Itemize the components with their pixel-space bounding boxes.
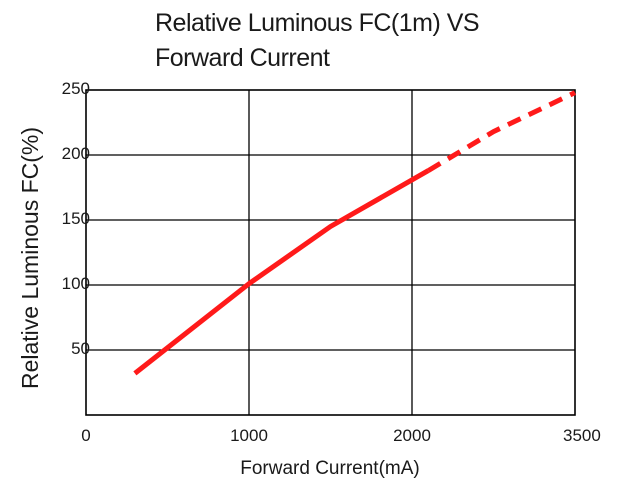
series-line-extrapolated (427, 90, 577, 173)
plot-frame (85, 89, 576, 416)
x-tick-label: 0 (81, 426, 90, 445)
chart-title-line-2: Forward Current (155, 44, 330, 72)
chart-title-line-1: Relative Luminous FC(1m) VS (155, 9, 480, 37)
y-tick-label: 200 (62, 144, 90, 163)
series-line (133, 168, 430, 376)
x-tick-label: 3500 (563, 426, 601, 445)
y-tick-label: 250 (62, 79, 90, 98)
x-tick-label: 1000 (230, 426, 268, 445)
x-tick-label: 2000 (393, 426, 431, 445)
x-axis-label: Forward Current(mA) (240, 458, 419, 479)
y-tick-label: 150 (62, 209, 90, 228)
y-tick-label: 100 (62, 274, 90, 293)
y-tick-label: 50 (71, 339, 90, 358)
y-axis-label: Relative Luminous FC(%) (17, 127, 43, 389)
